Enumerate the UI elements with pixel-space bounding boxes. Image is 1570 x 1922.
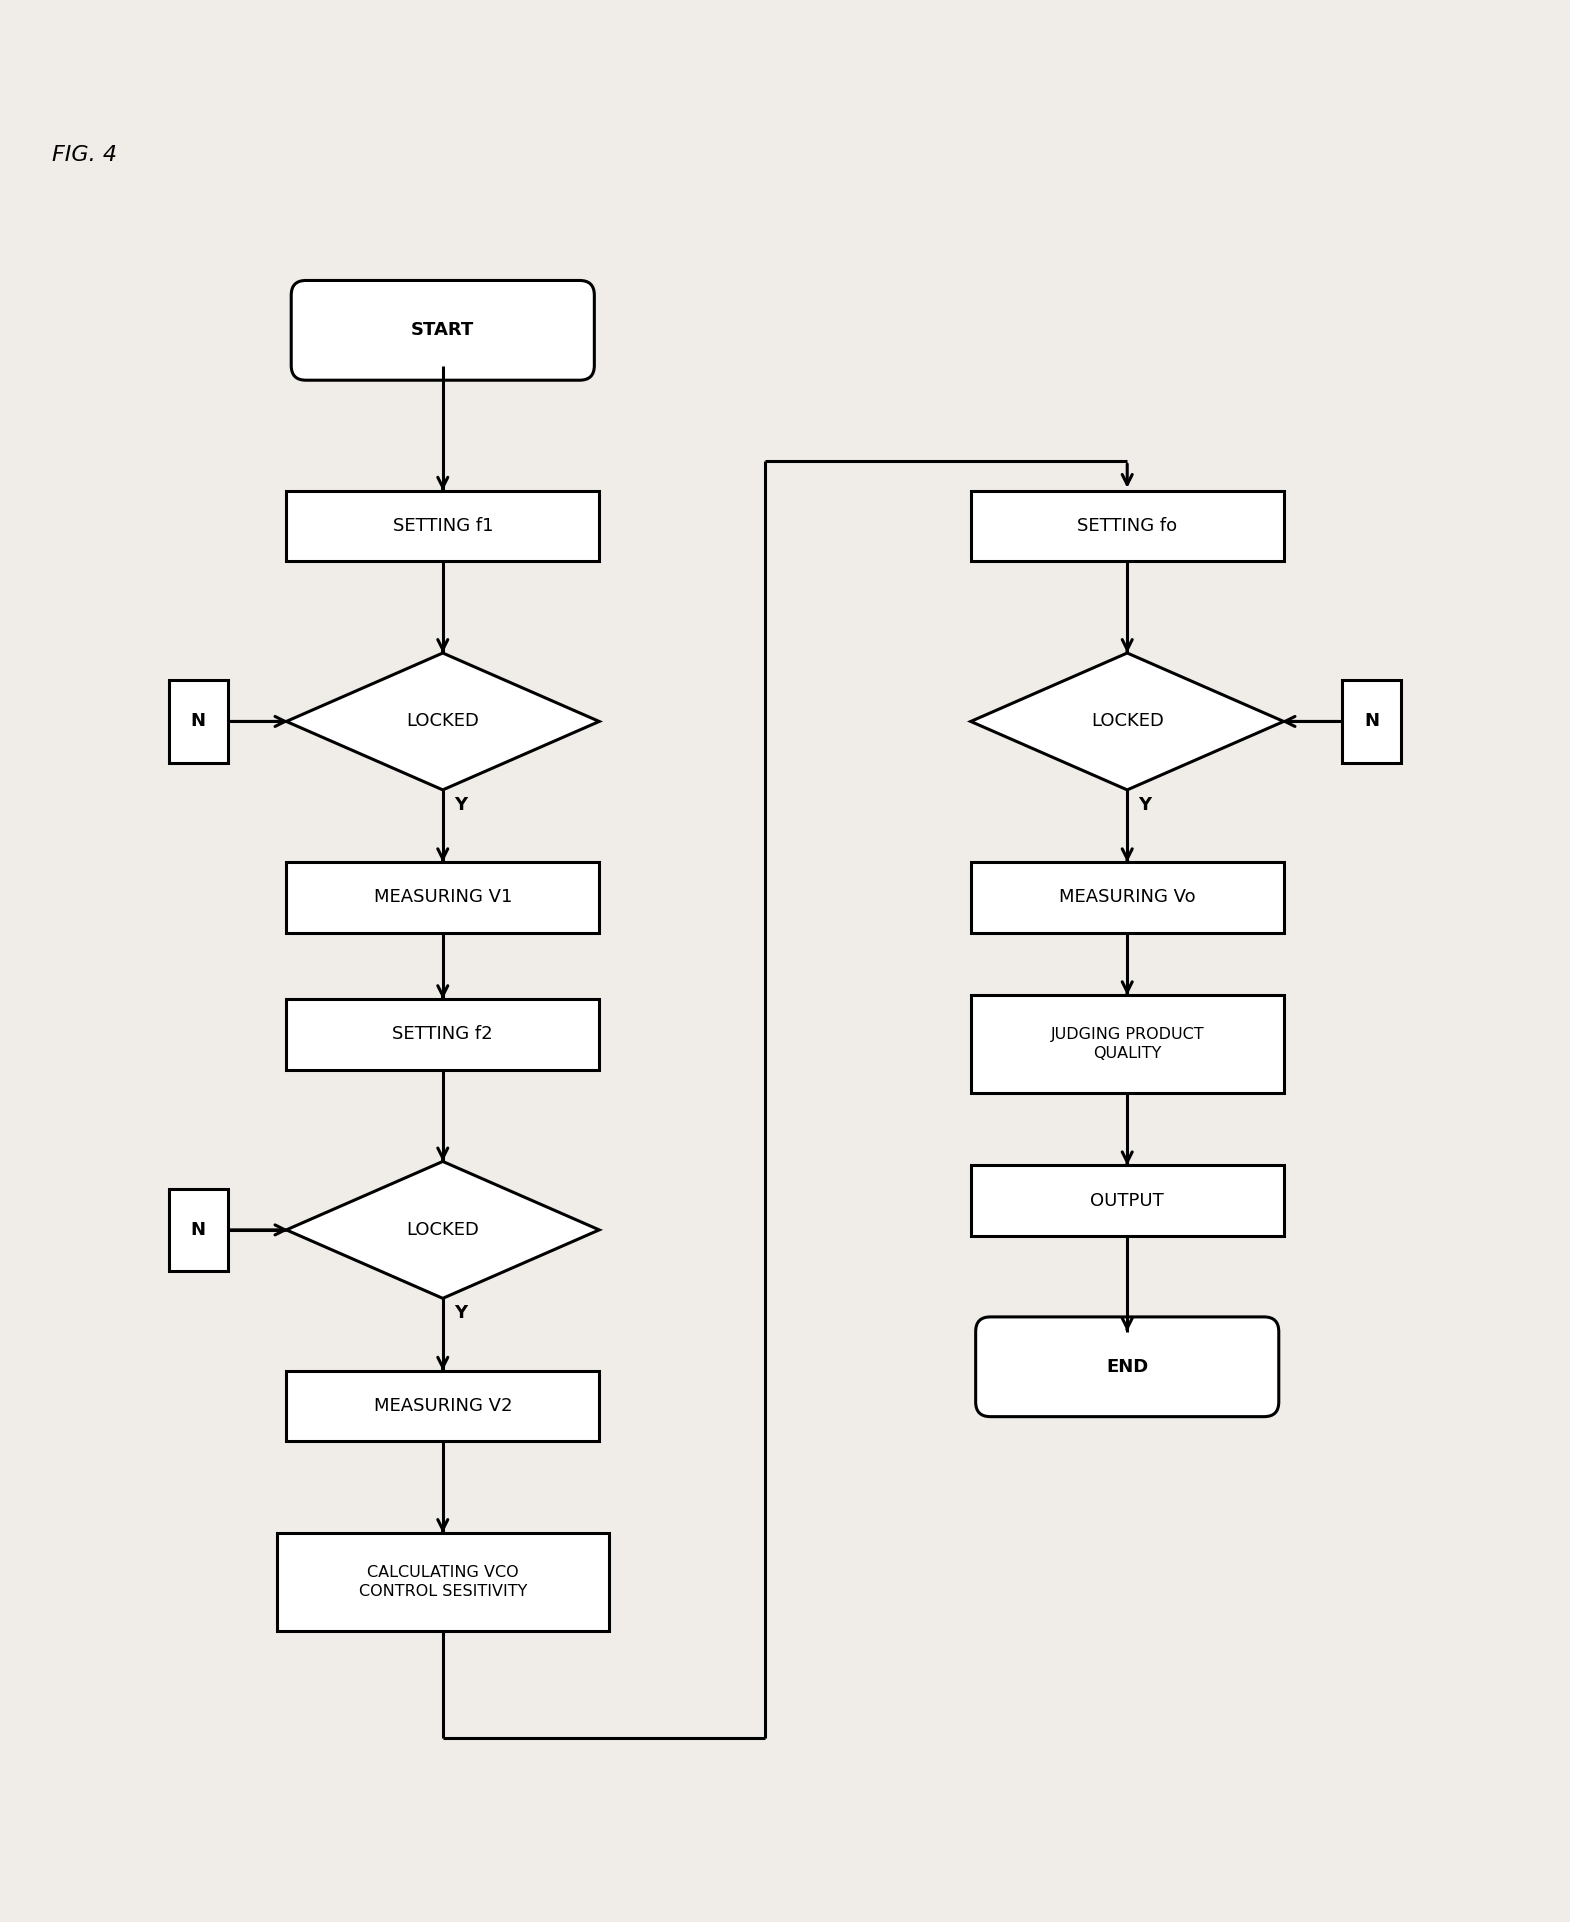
FancyBboxPatch shape <box>970 996 1284 1094</box>
Text: MEASURING Vo: MEASURING Vo <box>1058 888 1195 907</box>
FancyBboxPatch shape <box>170 1190 228 1270</box>
FancyBboxPatch shape <box>286 999 600 1069</box>
Text: START: START <box>411 321 474 340</box>
FancyBboxPatch shape <box>970 1165 1284 1236</box>
Text: CALCULATING VCO
CONTROL SESITIVITY: CALCULATING VCO CONTROL SESITIVITY <box>358 1565 528 1599</box>
Text: LOCKED: LOCKED <box>407 713 479 730</box>
Text: MEASURING V1: MEASURING V1 <box>374 888 512 907</box>
Polygon shape <box>286 1161 600 1299</box>
FancyBboxPatch shape <box>970 490 1284 561</box>
Polygon shape <box>286 653 600 790</box>
Text: N: N <box>192 1220 206 1240</box>
Text: SETTING f2: SETTING f2 <box>392 1024 493 1044</box>
Text: MEASURING V2: MEASURING V2 <box>374 1397 512 1415</box>
Text: Y: Y <box>454 1303 466 1322</box>
FancyBboxPatch shape <box>286 490 600 561</box>
Text: OUTPUT: OUTPUT <box>1090 1192 1163 1209</box>
Text: N: N <box>192 713 206 730</box>
FancyBboxPatch shape <box>170 680 228 763</box>
FancyBboxPatch shape <box>975 1317 1280 1417</box>
Text: END: END <box>1107 1357 1148 1376</box>
Text: FIG. 4: FIG. 4 <box>52 144 116 165</box>
FancyBboxPatch shape <box>1342 680 1400 763</box>
Text: Y: Y <box>1138 796 1151 813</box>
FancyBboxPatch shape <box>970 863 1284 932</box>
Text: N: N <box>1364 713 1378 730</box>
Polygon shape <box>970 653 1284 790</box>
Text: SETTING fo: SETTING fo <box>1077 517 1178 534</box>
Text: LOCKED: LOCKED <box>1091 713 1163 730</box>
Text: SETTING f1: SETTING f1 <box>392 517 493 534</box>
Text: LOCKED: LOCKED <box>407 1220 479 1240</box>
Text: Y: Y <box>454 796 466 813</box>
FancyBboxPatch shape <box>286 1370 600 1442</box>
FancyBboxPatch shape <box>286 863 600 932</box>
Text: JUDGING PRODUCT
QUALITY: JUDGING PRODUCT QUALITY <box>1050 1028 1204 1061</box>
FancyBboxPatch shape <box>276 1534 609 1630</box>
FancyBboxPatch shape <box>290 281 595 381</box>
